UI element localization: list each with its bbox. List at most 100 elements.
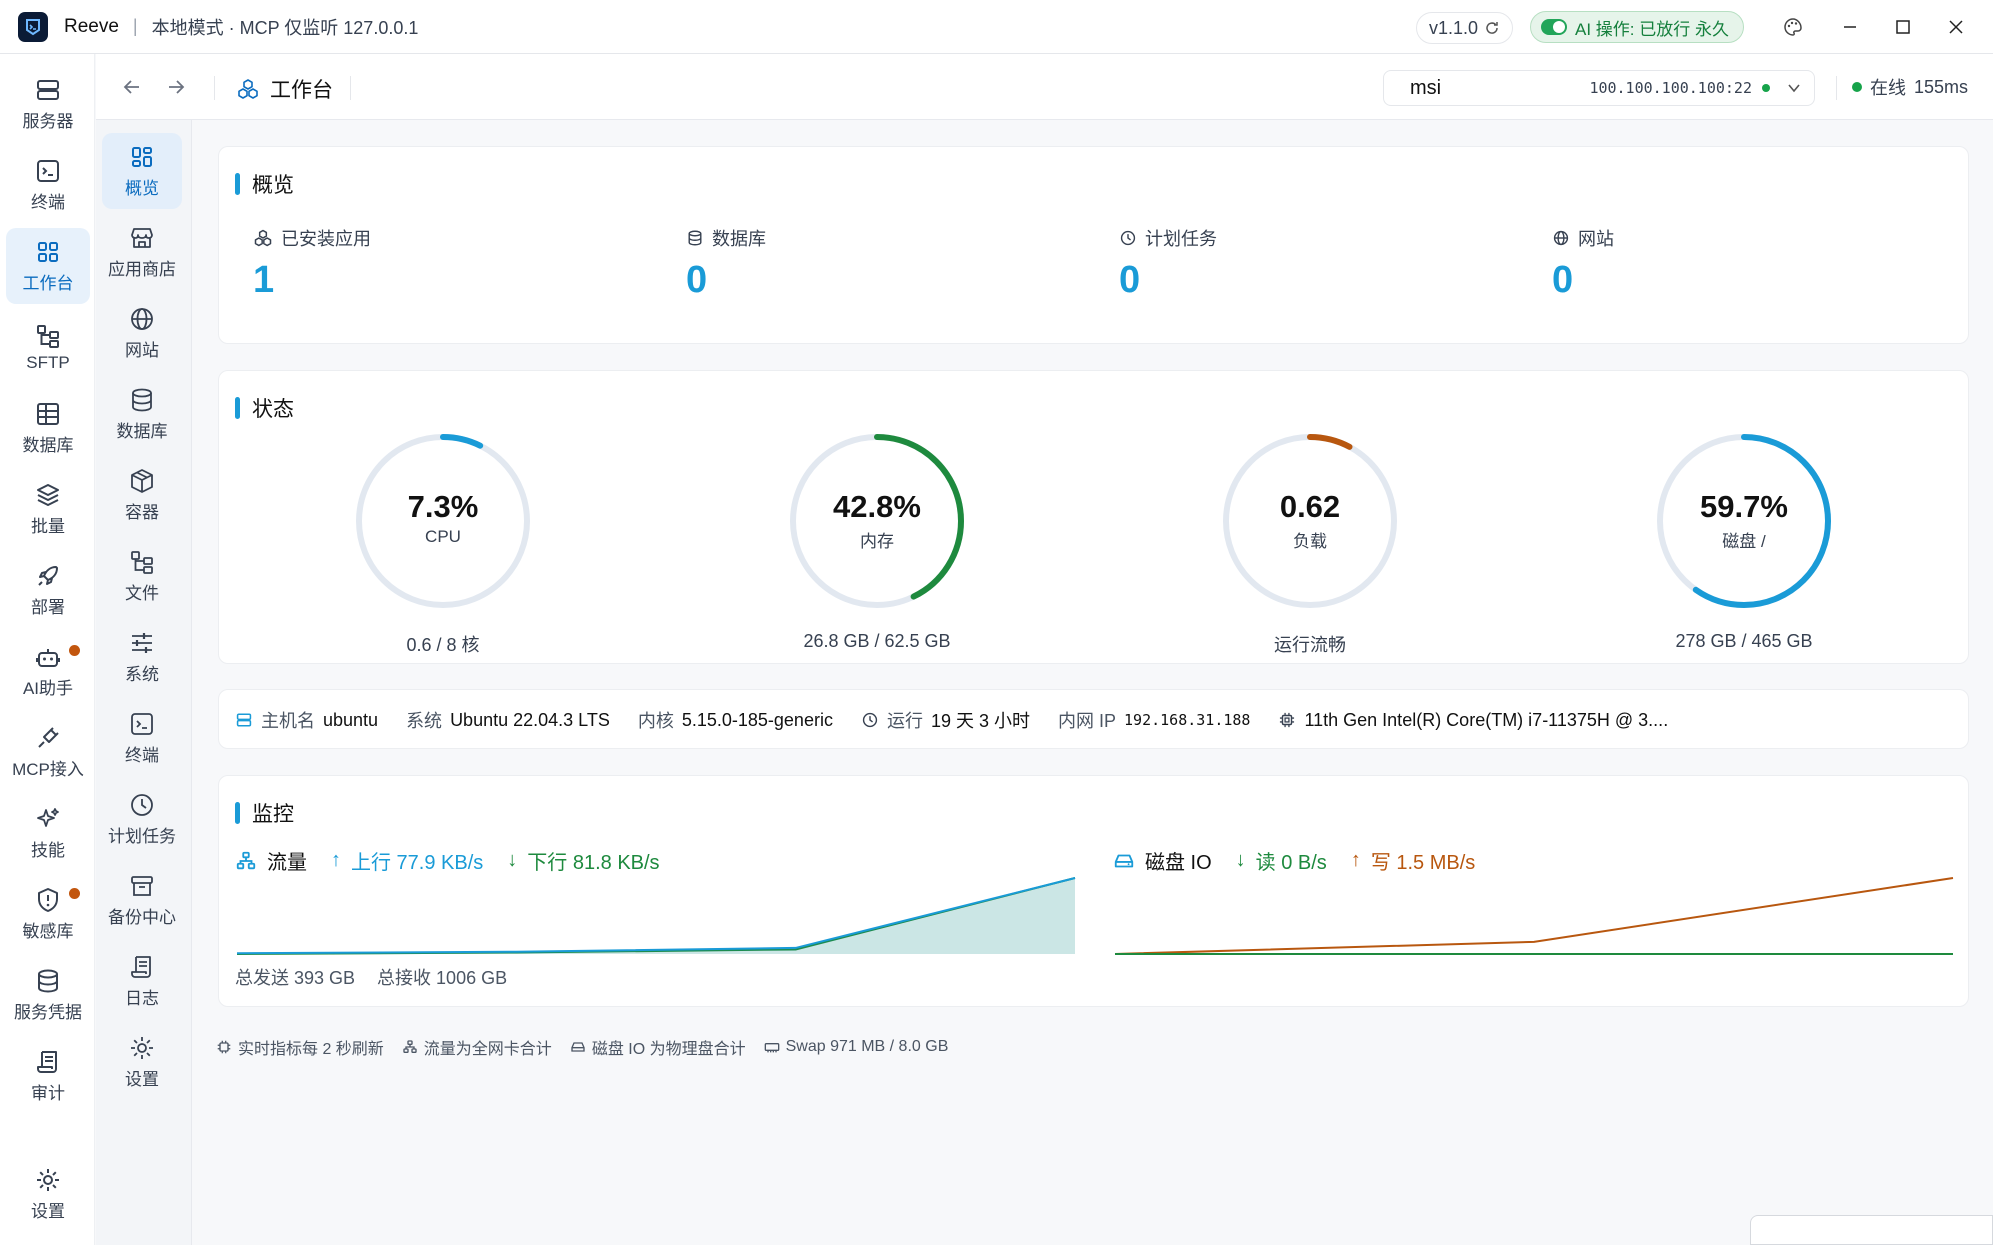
- subnav-label: 应用商店: [108, 260, 176, 279]
- cpu-gauge: 7.3% CPU 0.6 / 8 核: [353, 431, 533, 655]
- traffic-title: 流量: [267, 852, 307, 874]
- clock-icon: [131, 794, 153, 816]
- stat-value: 0: [1552, 259, 1574, 301]
- note-text: 磁盘 IO 为物理盘合计: [591, 1041, 746, 1058]
- series-line: [236, 877, 1076, 955]
- subnav-files[interactable]: 文件: [102, 538, 182, 614]
- status-card: 状态 7.3% CPU 0.6 / 8 核 42.8% 内存 26.8 GB /…: [218, 370, 1969, 664]
- toast-popup[interactable]: [1750, 1215, 1993, 1245]
- os-value: Ubuntu 22.04.3 LTS: [450, 709, 610, 730]
- stat-websites[interactable]: 网站 0: [1552, 225, 1614, 302]
- hostname-value: ubuntu: [323, 709, 379, 730]
- server-select[interactable]: msi 100.100.100.100:22: [1383, 70, 1815, 106]
- subnav-overview[interactable]: 概览: [102, 133, 182, 209]
- rail-item-mcp[interactable]: MCP接入: [6, 714, 90, 790]
- minimize-button[interactable]: [1836, 13, 1864, 41]
- layers-icon: [37, 484, 59, 506]
- maximize-button[interactable]: [1889, 13, 1917, 41]
- version-button[interactable]: v1.1.0: [1416, 12, 1514, 44]
- rail-item-label: 批量: [31, 517, 65, 536]
- ip-item: 内网 IP 192.168.31.188: [1058, 707, 1250, 733]
- chevron-down-icon: [1788, 84, 1800, 93]
- back-button[interactable]: [118, 73, 146, 101]
- footer-notes: 实时指标每 2 秒刷新 流量为全网卡合计 磁盘 IO 为物理盘合计 Swap 9…: [216, 1035, 948, 1059]
- forward-button[interactable]: [162, 73, 190, 101]
- rail-item-sftp[interactable]: SFTP: [6, 309, 90, 385]
- subnav-backup[interactable]: 备份中心: [102, 862, 182, 938]
- arrow-right-icon: [169, 80, 185, 94]
- subnav-settings[interactable]: 设置: [102, 1024, 182, 1100]
- globe-icon: [1553, 230, 1569, 246]
- ip-value: 192.168.31.188: [1124, 711, 1251, 729]
- file-tree-icon: [131, 551, 153, 574]
- ai-permission-toggle[interactable]: AI 操作: 已放行 永久: [1530, 11, 1744, 43]
- hard-drive-icon: [1114, 854, 1134, 867]
- clock-icon: [1120, 230, 1136, 246]
- subnav-websites[interactable]: 网站: [102, 295, 182, 371]
- cpu-model-value: 11th Gen Intel(R) Core(TM) i7-11375H @ 3…: [1304, 709, 1669, 730]
- container-box-icon: [131, 469, 153, 493]
- subnav-label: 网站: [125, 341, 159, 360]
- uptime-value: 19 天 3 小时: [930, 711, 1030, 731]
- app-logo-icon: [18, 11, 48, 42]
- subnav-terminal[interactable]: 终端: [102, 700, 182, 776]
- network-icon: [403, 1040, 417, 1053]
- overview-card: 概览 已安装应用 1 数据库 0 计划任务 0 网站 0: [218, 146, 1969, 344]
- stat-label: 计划任务: [1145, 229, 1217, 249]
- apps-icon: [254, 229, 272, 247]
- disk-io-header: 磁盘 IO ↓ 读 0 B/s ↑ 写 1.5 MB/s: [1113, 846, 1475, 875]
- gauge-label: 内存: [860, 532, 894, 551]
- divider: [1836, 76, 1837, 100]
- close-button[interactable]: [1942, 13, 1970, 41]
- title-mode: 本地模式 · MCP 仅监听 127.0.0.1: [151, 17, 419, 38]
- rail-item-terminal[interactable]: 终端: [6, 147, 90, 223]
- subnav-label: 数据库: [116, 422, 168, 441]
- gauge-arc: [790, 434, 964, 608]
- rail-item-deploy[interactable]: 部署: [6, 552, 90, 628]
- rail-item-label: 服务器: [22, 112, 74, 131]
- os-item: 系统 Ubuntu 22.04.3 LTS: [406, 707, 610, 733]
- series-area: [237, 878, 1075, 954]
- rail-item-skills[interactable]: 技能: [6, 795, 90, 871]
- subnav-app-store[interactable]: 应用商店: [102, 214, 182, 290]
- gauge-ring: [1657, 434, 1831, 608]
- stat-installed-apps[interactable]: 已安装应用 1: [253, 225, 371, 302]
- notification-badge: [69, 645, 80, 656]
- rail-item-settings[interactable]: 设置: [6, 1156, 90, 1232]
- subnav-system[interactable]: 系统: [102, 619, 182, 695]
- app-name: Reeve: [64, 15, 119, 37]
- primary-sidebar: 服务器 终端 工作台 SFTP 数据库 批量 部署 AI助手 MCP接入 技能 …: [0, 54, 95, 1245]
- rail-item-label: 部署: [31, 598, 65, 617]
- rail-item-servers[interactable]: 服务器: [6, 66, 90, 142]
- log-scroll-icon: [131, 956, 151, 978]
- rail-item-ai-assistant[interactable]: AI助手: [6, 633, 90, 709]
- rail-item-batch[interactable]: 批量: [6, 471, 90, 547]
- version-label: v1.1.0: [1429, 17, 1479, 38]
- theme-palette-button[interactable]: [1779, 13, 1807, 41]
- subnav-label: 设置: [125, 1070, 159, 1089]
- network-icon: [236, 851, 256, 869]
- arrow-up-icon: ↑: [331, 849, 341, 871]
- rail-item-database[interactable]: 数据库: [6, 390, 90, 466]
- status-title: 状态: [235, 393, 294, 423]
- rail-item-credentials[interactable]: 服务凭据: [6, 957, 90, 1033]
- subnav-database[interactable]: 数据库: [102, 376, 182, 452]
- stat-cron-jobs[interactable]: 计划任务 0: [1119, 225, 1217, 302]
- subnav-cron[interactable]: 计划任务: [102, 781, 182, 857]
- traffic-chart: [236, 877, 1076, 955]
- note-refresh: 实时指标每 2 秒刷新: [216, 1035, 384, 1059]
- subnav-label: 终端: [125, 746, 159, 765]
- ai-status-label: AI 操作: 已放行 永久: [1575, 19, 1729, 39]
- rail-item-audit[interactable]: 审计: [6, 1038, 90, 1114]
- rail-item-workbench[interactable]: 工作台: [6, 228, 90, 304]
- rail-item-sensitive[interactable]: 敏感库: [6, 876, 90, 952]
- note-text: 流量为全网卡合计: [423, 1041, 552, 1058]
- gauge-arc: [356, 434, 530, 608]
- cpu-chip-icon: [1280, 712, 1295, 728]
- subnav-logs[interactable]: 日志: [102, 943, 182, 1019]
- stat-databases[interactable]: 数据库 0: [686, 225, 766, 302]
- toggle-switch[interactable]: [1541, 19, 1567, 35]
- gauge-value: 59.7%: [1700, 489, 1788, 524]
- gauge-ring: [790, 434, 964, 608]
- subnav-containers[interactable]: 容器: [102, 457, 182, 533]
